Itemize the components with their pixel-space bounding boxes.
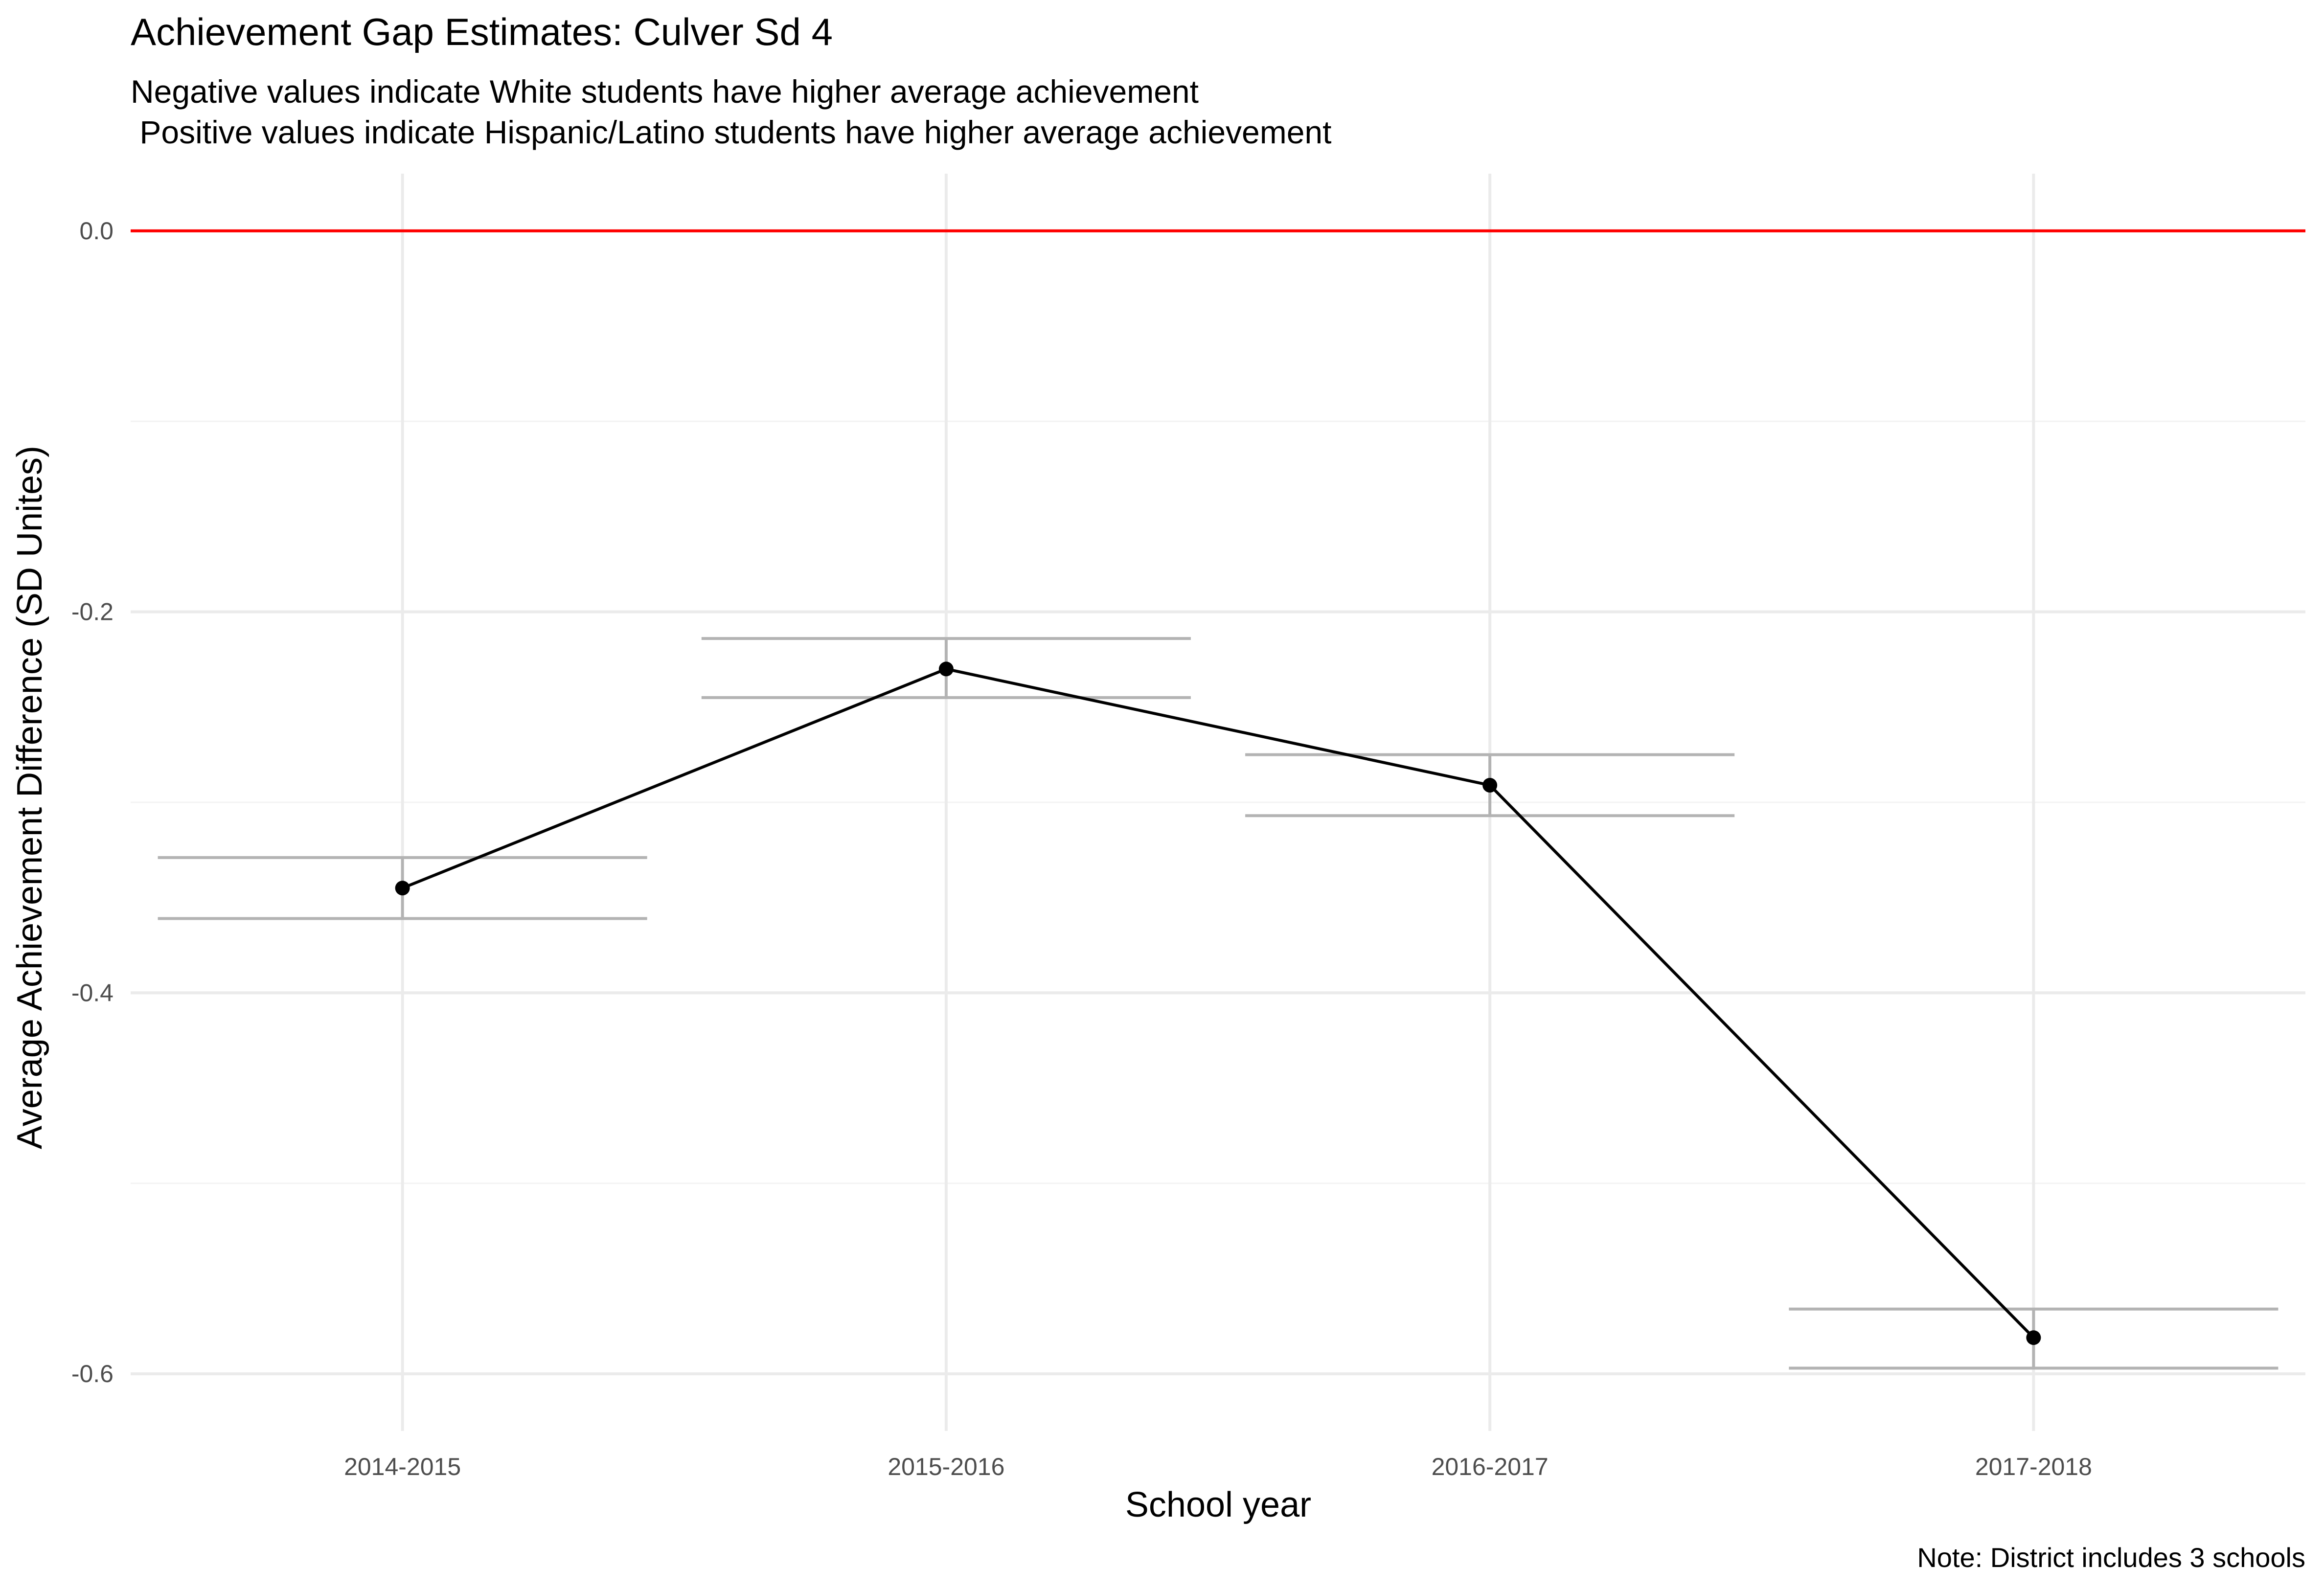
y-tick-label: -0.4 xyxy=(71,979,114,1006)
chart-subtitle-line-2: Positive values indicate Hispanic/Latino… xyxy=(131,114,1331,150)
x-tick-label: 2017-2018 xyxy=(1975,1453,2092,1480)
y-tick-label: 0.0 xyxy=(79,217,114,245)
errorbars xyxy=(158,637,2278,1370)
data-point-2015-2016 xyxy=(938,661,954,677)
data-point-2016-2017 xyxy=(1482,777,1498,793)
data-point-2014-2015 xyxy=(395,881,410,896)
chart-subtitle-line-1: Negative values indicate White students … xyxy=(131,73,1199,110)
grid-minor xyxy=(131,420,2305,1184)
y-tick-label: -0.6 xyxy=(71,1360,114,1387)
x-axis-label: School year xyxy=(1125,1485,1311,1524)
points xyxy=(395,661,2041,1345)
x-tick-label: 2014-2015 xyxy=(344,1453,461,1480)
y-axis-label: Average Achievement Difference (SD Unite… xyxy=(10,446,49,1149)
chart-caption: Note: District includes 3 schools xyxy=(1917,1542,2305,1573)
chart-title: Achievement Gap Estimates: Culver Sd 4 xyxy=(131,10,833,53)
x-tick-label: 2016-2017 xyxy=(1432,1453,1549,1480)
x-tick-label: 2015-2016 xyxy=(888,1453,1004,1480)
y-tick-label: -0.2 xyxy=(71,598,114,626)
series-line xyxy=(402,667,2035,1339)
x-axis-ticks: 2014-2015 2015-2016 2016-2017 2017-2018 xyxy=(344,1453,2092,1480)
y-axis-ticks: 0.0 -0.2 -0.4 -0.6 xyxy=(71,217,114,1387)
series-line-group xyxy=(402,667,2035,1339)
data-point-2017-2018 xyxy=(2026,1330,2041,1345)
